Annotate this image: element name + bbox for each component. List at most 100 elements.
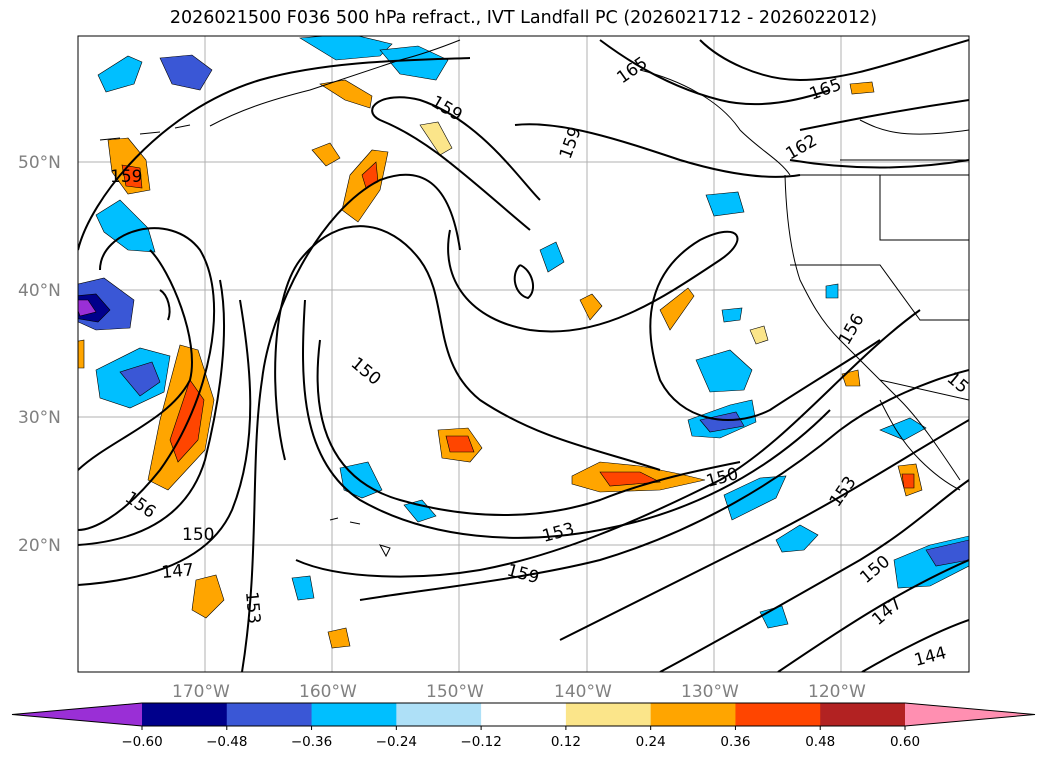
- patch-cool: [379, 45, 449, 81]
- patch-warm: [191, 574, 225, 619]
- state-border: [790, 264, 969, 321]
- lon-label: 150°W: [426, 682, 484, 702]
- lat-label: 40°N: [18, 281, 61, 301]
- coastlines: [99, 39, 969, 558]
- patch-warm-core: [445, 435, 475, 453]
- colorbar-bin: [311, 703, 397, 726]
- patch-cool-min: [78, 299, 97, 317]
- aleutian-islands: [99, 124, 191, 141]
- lat-label: 50°N: [18, 153, 61, 173]
- latitude-labels: 50°N 40°N 30°N 20°N: [18, 153, 61, 556]
- state-border: [859, 119, 969, 135]
- positive-anomaly-patches: [78, 79, 923, 649]
- patch-cool: [539, 241, 565, 273]
- contour-line: [599, 39, 831, 106]
- contour-line: [659, 479, 969, 672]
- patch-yellow: [749, 325, 769, 345]
- hawaii-islands: [329, 517, 391, 558]
- map-border: [77, 35, 970, 673]
- patch-warm: [849, 81, 875, 95]
- patch-warm-core: [599, 471, 662, 487]
- patch-warm: [78, 339, 85, 369]
- contour-line: [447, 229, 881, 421]
- contour-label: 153: [241, 591, 264, 625]
- contour-line: [559, 419, 969, 641]
- alaska-coast: [209, 39, 461, 127]
- longitude-labels: 170°W 160°W 150°W 140°W 130°W 120°W: [172, 682, 866, 702]
- patch-warm: [659, 287, 695, 331]
- contour-label: 150: [182, 525, 214, 545]
- contour-label: 159: [110, 167, 142, 187]
- patch-cool: [723, 475, 787, 521]
- patch-warm-core: [901, 473, 915, 489]
- colorbar-tick-label: 0.24: [636, 734, 666, 750]
- contour-line: [799, 99, 969, 131]
- patch-warm: [311, 142, 341, 167]
- contour-label: 147: [161, 560, 195, 583]
- baja-coast: [879, 399, 961, 491]
- negative-anomaly-patches: [78, 36, 969, 629]
- contour-line: [514, 123, 801, 178]
- contour-line: [861, 619, 969, 672]
- colorbar-extend-low: [12, 703, 142, 726]
- contour-line: [359, 369, 969, 601]
- patch-cool: [721, 307, 743, 323]
- patch-cool-dark: [925, 539, 969, 567]
- patch-cool: [775, 524, 819, 553]
- lon-label: 130°W: [681, 682, 739, 702]
- patch-cool: [95, 199, 156, 253]
- lon-label: 160°W: [299, 682, 357, 702]
- lat-label: 20°N: [18, 536, 61, 556]
- colorbar: −0.60 −0.48 −0.36 −0.24 −0.12 0.12 0.24 0.36 0.4…: [11, 702, 1036, 750]
- colorbar-tick-label: −0.12: [460, 734, 501, 750]
- contour-line: [371, 96, 541, 231]
- lon-label: 120°W: [808, 682, 866, 702]
- colorbar-bin: [142, 703, 228, 726]
- colorbar-tick-label: −0.36: [291, 734, 332, 750]
- colorbar-tick-label: −0.48: [206, 734, 247, 750]
- patch-warm: [579, 293, 603, 321]
- patch-cool-dark: [119, 361, 161, 397]
- gridlines: [78, 36, 969, 672]
- contour-line: [159, 289, 171, 321]
- state-border: [879, 175, 969, 241]
- patch-cool: [97, 55, 143, 93]
- contour-line: [295, 309, 921, 578]
- patch-cool: [825, 283, 839, 299]
- contour-line: [78, 57, 471, 251]
- lon-label: 140°W: [554, 682, 612, 702]
- contour-line: [777, 559, 969, 672]
- contour-line: [78, 249, 193, 471]
- colorbar-tick-label: 0.48: [805, 734, 835, 750]
- colorbar-tick-label: 0.60: [890, 734, 920, 750]
- contour-line: [78, 227, 216, 531]
- patch-cool: [291, 575, 315, 601]
- patch-cool: [403, 499, 437, 523]
- contour-line: [302, 299, 831, 539]
- patch-warm-core: [121, 164, 143, 189]
- colorbar-bin: [226, 703, 313, 726]
- us-west-coast: [784, 174, 961, 481]
- colorbar-bin: [565, 703, 652, 726]
- colorbar-extend-high: [905, 703, 1035, 726]
- lon-label: 170°W: [172, 682, 230, 702]
- patch-cool: [695, 349, 753, 393]
- colorbar-tick-label: −0.60: [121, 734, 162, 750]
- chart-title: 2026021500 F036 500 hPa refract., IVT La…: [169, 8, 878, 28]
- colorbar-bin: [650, 703, 736, 726]
- colorbar-tick-label: −0.24: [376, 734, 417, 750]
- contour-line: [513, 264, 535, 300]
- contour-line: [78, 299, 252, 586]
- lat-label: 30°N: [18, 408, 61, 428]
- contour-line: [274, 225, 661, 471]
- bc-coast: [639, 69, 791, 176]
- map-panel: [78, 36, 969, 672]
- patch-warm: [319, 79, 373, 109]
- contour-lines: [78, 39, 969, 672]
- mexico-border: [879, 379, 969, 401]
- contour-line: [789, 159, 969, 169]
- colorbar-bin: [481, 703, 567, 726]
- colorbar-tick-label: 0.36: [720, 734, 750, 750]
- patch-yellow: [419, 121, 453, 156]
